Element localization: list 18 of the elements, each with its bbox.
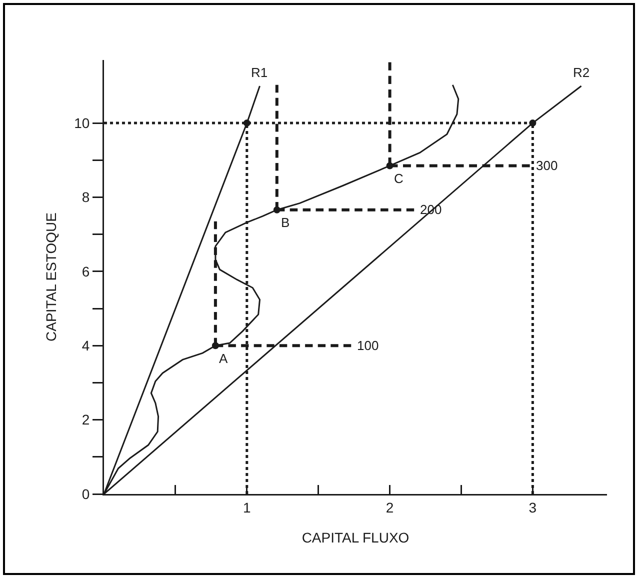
annotation: B <box>281 215 290 230</box>
x-tick-label: 2 <box>386 499 394 516</box>
annotation: R2 <box>573 65 590 80</box>
annotation: 300 <box>536 158 558 173</box>
x-axis-title: CAPITAL FLUXO <box>302 529 410 546</box>
y-tick-label: 2 <box>82 412 90 428</box>
annotation: C <box>394 171 404 186</box>
x-tick-label: 3 <box>528 499 537 516</box>
annotation: 100 <box>357 338 379 353</box>
annotation: A <box>219 351 228 366</box>
y-tick-label: 4 <box>82 338 90 354</box>
annotation: R1 <box>251 65 268 80</box>
y-axis-title: CAPITAL ESTOQUE <box>42 212 59 342</box>
y-tick-label: 6 <box>82 263 90 280</box>
y-tick-label: 8 <box>82 189 90 206</box>
x-tick-label: 1 <box>243 499 251 516</box>
y-tick-label: 0 <box>82 486 90 502</box>
y-tick-label: 10 <box>74 114 90 131</box>
